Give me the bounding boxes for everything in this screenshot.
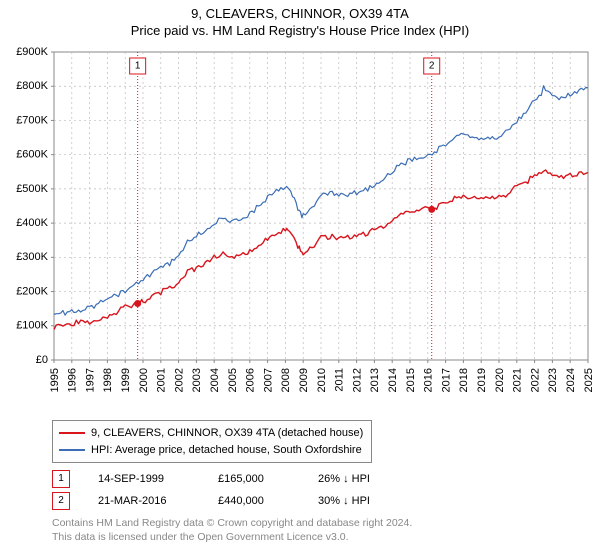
footer-line1: Contains HM Land Registry data © Crown c… <box>52 516 412 530</box>
chart-title-line2: Price paid vs. HM Land Registry's House … <box>0 21 600 42</box>
svg-text:£900K: £900K <box>16 46 48 58</box>
sale-date-1: 14-SEP-1999 <box>98 473 218 485</box>
svg-text:2022: 2022 <box>529 368 541 392</box>
chart-container: 9, CLEAVERS, CHINNOR, OX39 4TA Price pai… <box>0 0 600 560</box>
sale-annotations: 1 14-SEP-1999 £165,000 26% ↓ HPI 2 21-MA… <box>52 468 438 512</box>
footer: Contains HM Land Registry data © Crown c… <box>52 516 412 544</box>
svg-text:2004: 2004 <box>209 368 221 392</box>
svg-text:2016: 2016 <box>423 368 435 392</box>
svg-text:2010: 2010 <box>316 368 328 392</box>
sale-marker-1-num: 1 <box>58 473 64 484</box>
svg-text:£200K: £200K <box>16 285 48 297</box>
svg-text:2019: 2019 <box>476 368 488 392</box>
sale-row-2: 2 21-MAR-2016 £440,000 30% ↓ HPI <box>52 490 438 512</box>
svg-text:£800K: £800K <box>16 80 48 92</box>
svg-text:£0: £0 <box>36 354 48 366</box>
legend-swatch-hpi <box>59 449 85 451</box>
svg-text:£100K: £100K <box>16 320 48 332</box>
svg-text:2017: 2017 <box>440 368 452 392</box>
sale-marker-1: 1 <box>52 470 70 488</box>
svg-text:2001: 2001 <box>156 368 168 392</box>
svg-text:2025: 2025 <box>583 368 595 392</box>
legend-swatch-property <box>59 432 85 434</box>
sale-date-2: 21-MAR-2016 <box>98 495 218 507</box>
svg-text:2000: 2000 <box>138 368 150 392</box>
svg-text:2009: 2009 <box>298 368 310 392</box>
legend-item-hpi: HPI: Average price, detached house, Sout… <box>59 442 363 459</box>
sale-marker-2-num: 2 <box>58 495 64 506</box>
svg-text:£300K: £300K <box>16 251 48 263</box>
legend-label-hpi: HPI: Average price, detached house, Sout… <box>91 442 362 459</box>
svg-text:£500K: £500K <box>16 183 48 195</box>
svg-text:1997: 1997 <box>84 368 96 392</box>
sale-rel-1: 26% ↓ HPI <box>318 473 438 485</box>
svg-text:2006: 2006 <box>245 368 257 392</box>
svg-text:2021: 2021 <box>512 368 524 392</box>
svg-text:1995: 1995 <box>49 368 61 392</box>
svg-text:£600K: £600K <box>16 149 48 161</box>
svg-text:2012: 2012 <box>351 368 363 392</box>
svg-text:2023: 2023 <box>547 368 559 392</box>
sale-marker-2: 2 <box>52 492 70 510</box>
svg-text:1998: 1998 <box>102 368 114 392</box>
legend-label-property: 9, CLEAVERS, CHINNOR, OX39 4TA (detached… <box>91 425 363 442</box>
svg-text:2007: 2007 <box>262 368 274 392</box>
svg-text:2008: 2008 <box>280 368 292 392</box>
svg-text:2011: 2011 <box>334 368 346 392</box>
svg-text:1999: 1999 <box>120 368 132 392</box>
svg-text:2002: 2002 <box>173 368 185 392</box>
sale-row-1: 1 14-SEP-1999 £165,000 26% ↓ HPI <box>52 468 438 490</box>
svg-text:2015: 2015 <box>405 368 417 392</box>
svg-text:£400K: £400K <box>16 217 48 229</box>
svg-text:2013: 2013 <box>369 368 381 392</box>
svg-text:2014: 2014 <box>387 368 399 392</box>
footer-line2: This data is licensed under the Open Gov… <box>52 530 412 544</box>
svg-text:2020: 2020 <box>494 368 506 392</box>
sale-price-2: £440,000 <box>218 495 318 507</box>
legend-item-property: 9, CLEAVERS, CHINNOR, OX39 4TA (detached… <box>59 425 363 442</box>
legend: 9, CLEAVERS, CHINNOR, OX39 4TA (detached… <box>52 420 372 463</box>
svg-text:1: 1 <box>135 61 141 72</box>
svg-text:2003: 2003 <box>191 368 203 392</box>
svg-text:2: 2 <box>429 61 435 72</box>
chart-title-line1: 9, CLEAVERS, CHINNOR, OX39 4TA <box>0 0 600 21</box>
svg-text:£700K: £700K <box>16 114 48 126</box>
svg-text:1996: 1996 <box>67 368 79 392</box>
chart-svg: £0 £100K £200K £300K £400K £500K £600K £700K £80… <box>0 44 600 414</box>
chart-plot: £0 £100K £200K £300K £400K £500K £600K £700K £80… <box>0 44 600 414</box>
sale-price-1: £165,000 <box>218 473 318 485</box>
svg-text:2005: 2005 <box>227 368 239 392</box>
svg-text:2018: 2018 <box>458 368 470 392</box>
sale-rel-2: 30% ↓ HPI <box>318 495 438 507</box>
svg-text:2024: 2024 <box>565 368 577 392</box>
